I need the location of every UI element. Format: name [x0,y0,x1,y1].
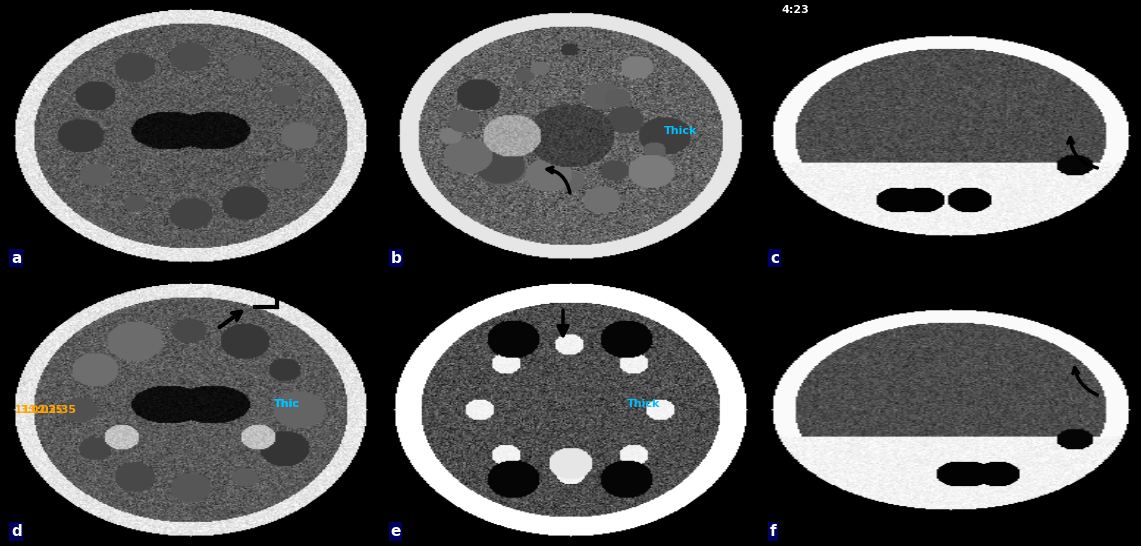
Text: e: e [390,524,400,539]
Text: c: c [770,251,779,265]
Text: Thick: Thick [626,399,661,410]
Text: 13:02:35: 13:02:35 [22,405,78,415]
Text: d: d [11,524,22,539]
Text: f: f [770,524,777,539]
Text: Thick: Thick [664,126,697,136]
Text: Thic: Thic [274,399,299,410]
Text: 13:02:35: 13:02:35 [15,405,63,415]
Text: a: a [11,251,22,265]
Text: b: b [390,251,402,265]
Text: 4:23: 4:23 [782,5,809,15]
Text: Thic: Thic [274,399,299,410]
